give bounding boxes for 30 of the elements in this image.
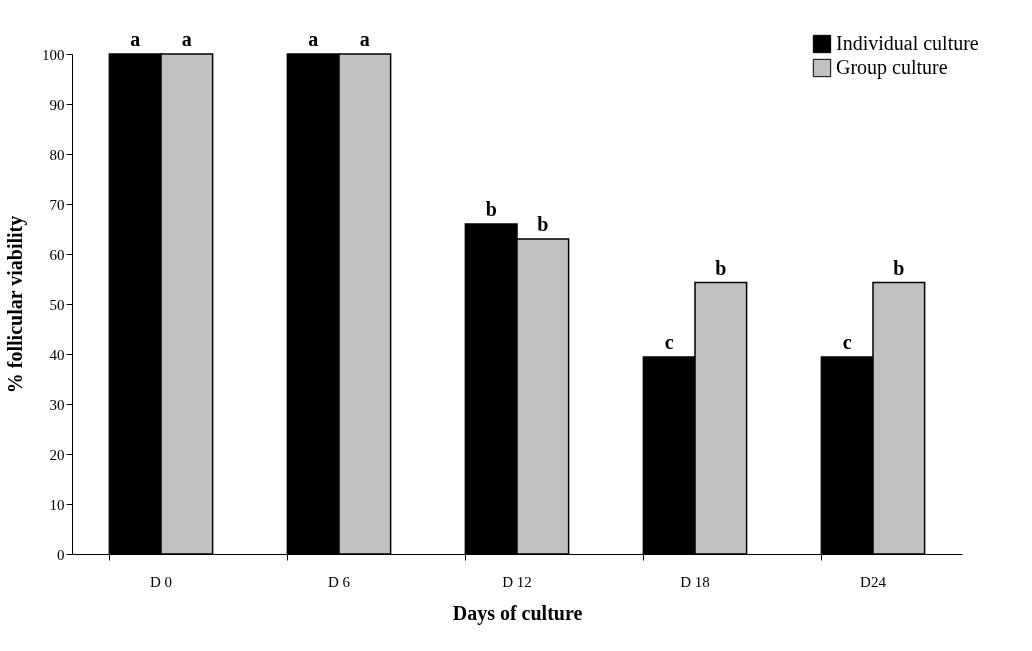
annotation: b	[485, 198, 497, 220]
y-axis-title: % follicular viability	[4, 215, 27, 394]
y-tick-label: 80	[49, 146, 65, 163]
annotation: b	[715, 256, 727, 279]
x-tick-label: D24	[860, 573, 887, 590]
y-tick-label: 0	[57, 546, 65, 563]
x-tick-label: D 0	[149, 573, 173, 590]
annotation: c	[842, 331, 852, 353]
annotation: a	[359, 28, 370, 50]
y-tick-label: 60	[49, 246, 65, 263]
annotation: b	[537, 213, 549, 235]
x-tick-label: D 18	[680, 573, 710, 590]
y-tick-label: 70	[49, 196, 65, 213]
x-axis-title: Days of culture	[452, 601, 583, 625]
y-tick-label: 10	[49, 496, 65, 513]
x-tick-label: D 12	[502, 573, 532, 590]
annotation: a	[308, 28, 319, 50]
x-tick-label: D 6	[327, 573, 351, 590]
y-tick-label: 90	[49, 96, 65, 113]
annotation: c	[664, 331, 674, 353]
annotation: a	[181, 28, 192, 50]
y-tick-label: 50	[49, 296, 65, 313]
annotation: b	[893, 256, 905, 279]
annotation: a	[130, 28, 141, 50]
y-tick-label: 40	[49, 346, 65, 363]
y-tick-label: 100	[42, 46, 65, 63]
legend-label: Individual culture	[836, 32, 979, 54]
legend-label: Group culture	[836, 56, 948, 79]
y-tick-label: 30	[49, 396, 65, 413]
y-tick-label: 20	[49, 446, 65, 463]
